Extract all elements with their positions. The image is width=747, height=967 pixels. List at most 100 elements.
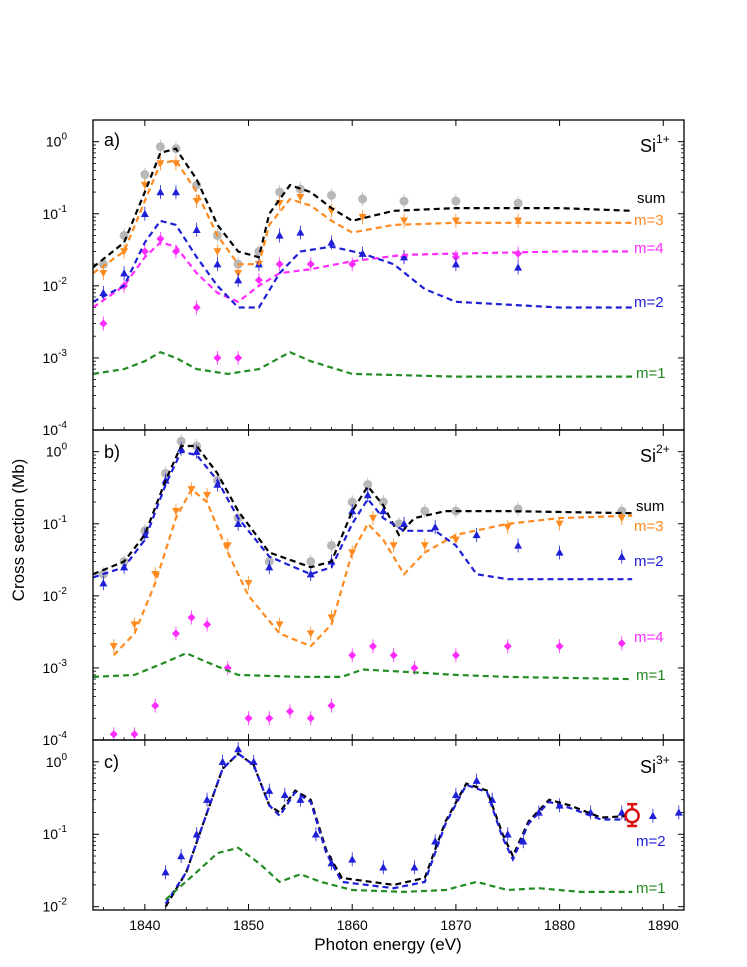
reference-point bbox=[624, 802, 640, 828]
data-point-sum bbox=[378, 497, 388, 507]
panel-c-frame bbox=[92, 739, 685, 911]
panel-c: 100 10-1 10-2 c) Si3+ m=2 m=1 bbox=[43, 739, 685, 915]
panel-b-label: b) bbox=[104, 442, 120, 462]
data-point-m2 bbox=[674, 808, 683, 816]
data-point-m4 bbox=[265, 714, 274, 723]
theory-line-m2 bbox=[93, 219, 633, 309]
data-point-m2 bbox=[275, 231, 284, 239]
data-point-sum bbox=[176, 436, 186, 446]
data-point-m4 bbox=[306, 714, 315, 723]
panel-a-data bbox=[93, 139, 633, 378]
data-point-sum bbox=[358, 194, 368, 204]
data-point-m4 bbox=[140, 247, 149, 256]
x-axis-label: Photon energy (eV) bbox=[314, 935, 461, 954]
data-point-m2 bbox=[400, 519, 409, 527]
y-tick-label: 10-4 bbox=[43, 420, 68, 438]
data-point-m4 bbox=[555, 642, 564, 651]
data-point-m2 bbox=[192, 830, 201, 838]
data-point-m4 bbox=[203, 620, 212, 629]
data-point-m2 bbox=[617, 552, 626, 560]
y-tick-label: 100 bbox=[46, 752, 68, 770]
data-point-m3 bbox=[244, 579, 253, 588]
data-point-m3 bbox=[130, 621, 139, 629]
data-point-m2 bbox=[617, 808, 626, 816]
data-point-m2 bbox=[451, 260, 460, 268]
data-point-m4 bbox=[410, 663, 419, 672]
theory-line-sum bbox=[93, 147, 633, 269]
data-point-sum bbox=[140, 170, 150, 180]
data-point-m4 bbox=[130, 730, 139, 739]
data-point-m2 bbox=[311, 830, 320, 838]
x-tick-label: 1860 bbox=[337, 917, 368, 933]
data-point-sum bbox=[306, 556, 316, 566]
panel-b-y-ticks: 100 10-1 10-2 10-3 10-4 bbox=[43, 442, 684, 748]
panel-b-ion: Si2+ bbox=[640, 442, 670, 466]
data-point-m4 bbox=[192, 303, 201, 312]
data-point-m3 bbox=[275, 621, 284, 629]
data-point-sum bbox=[155, 142, 165, 152]
data-point-m4 bbox=[254, 276, 263, 285]
data-point-m2 bbox=[140, 209, 149, 217]
data-point-sum bbox=[275, 187, 285, 197]
panel-a-ion: Si1+ bbox=[640, 132, 670, 156]
data-point-m2 bbox=[218, 757, 227, 766]
data-point-m4 bbox=[187, 613, 196, 622]
y-tick-label: 10-1 bbox=[43, 824, 68, 842]
theory-line-m3 bbox=[112, 487, 633, 656]
data-point-m2 bbox=[514, 263, 523, 271]
data-point-m2 bbox=[348, 855, 357, 863]
data-point-m2 bbox=[265, 786, 274, 794]
data-point-sum bbox=[363, 480, 373, 490]
panel-a-ion-charge: 1+ bbox=[656, 132, 670, 146]
panel-c-ion: Si3+ bbox=[640, 753, 670, 777]
data-point-m2 bbox=[306, 570, 315, 578]
data-point-m3 bbox=[306, 630, 315, 638]
data-point-m4 bbox=[151, 701, 160, 710]
reference-marker bbox=[624, 808, 640, 824]
data-point-m2 bbox=[177, 852, 186, 860]
panel-b-label-m3: m=3 bbox=[634, 518, 664, 535]
data-point-m3 bbox=[368, 514, 377, 523]
panel-b-label-m2: m=2 bbox=[634, 553, 664, 570]
data-point-m2 bbox=[431, 837, 440, 845]
data-point-m4 bbox=[244, 714, 253, 723]
data-point-sum bbox=[326, 190, 336, 200]
y-tick-label: 10-2 bbox=[43, 586, 68, 604]
data-point-m2 bbox=[296, 795, 305, 803]
y-tick-label: 10-2 bbox=[43, 897, 68, 915]
data-point-sum bbox=[399, 196, 409, 206]
panel-a-label: a) bbox=[104, 130, 120, 150]
data-point-m2 bbox=[514, 541, 523, 549]
data-point-m3 bbox=[99, 269, 108, 278]
data-point-m2 bbox=[161, 476, 170, 484]
panel-c-label-m2: m=2 bbox=[636, 833, 666, 850]
data-point-m2 bbox=[472, 776, 481, 784]
data-point-m3 bbox=[213, 248, 222, 256]
data-point-m4 bbox=[451, 651, 460, 660]
data-point-m3 bbox=[400, 217, 409, 225]
data-point-m2 bbox=[327, 238, 336, 246]
data-point-m3 bbox=[140, 181, 149, 190]
data-point-m4 bbox=[306, 260, 315, 269]
data-point-m3 bbox=[514, 217, 523, 225]
data-point-m3 bbox=[327, 614, 336, 622]
data-point-m4 bbox=[109, 730, 118, 739]
theory-line-m3 bbox=[93, 159, 633, 275]
data-point-sum bbox=[451, 196, 461, 206]
panel-a-label-m1: m=1 bbox=[636, 365, 666, 382]
panel-b-label-m1: m=1 bbox=[636, 667, 666, 684]
data-point-m3 bbox=[358, 213, 367, 222]
data-point-m2 bbox=[648, 811, 657, 819]
data-point-m2 bbox=[410, 863, 419, 871]
data-point-m3 bbox=[151, 570, 160, 579]
data-point-m2 bbox=[234, 276, 243, 284]
data-point-m4 bbox=[286, 707, 294, 716]
data-point-m3 bbox=[109, 643, 118, 651]
data-point-m4 bbox=[389, 651, 398, 660]
y-tick-label: 10-1 bbox=[43, 514, 68, 532]
panel-a-label-sum: sum bbox=[637, 190, 665, 207]
data-point-m2 bbox=[120, 269, 129, 277]
